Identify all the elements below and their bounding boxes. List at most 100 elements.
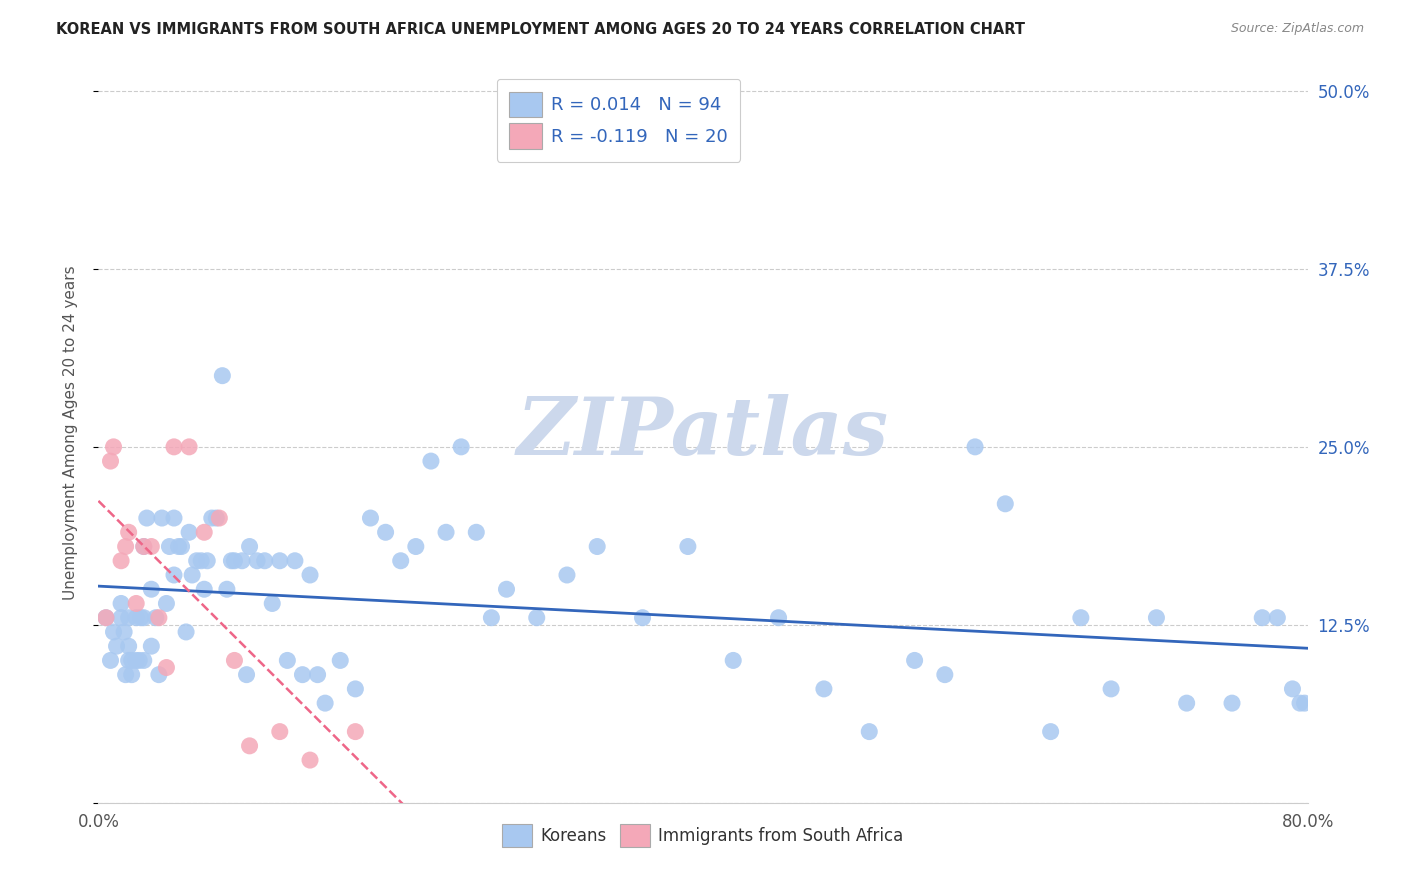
Point [118, 639, 141, 653]
Point [299, 568, 322, 582]
Point [125, 610, 148, 624]
Point [858, 724, 880, 739]
Point [813, 681, 835, 696]
Point [1175, 696, 1198, 710]
Point [141, 639, 163, 653]
Point [205, 511, 228, 525]
Point [1070, 610, 1092, 624]
Point [159, 540, 181, 554]
Point [344, 681, 367, 696]
Point [132, 610, 155, 624]
Point [163, 568, 186, 582]
Point [114, 667, 136, 681]
Point [167, 540, 190, 554]
Point [145, 610, 167, 624]
Point [132, 653, 155, 667]
Point [269, 554, 291, 568]
Point [148, 667, 170, 681]
Text: ZIPatlas: ZIPatlas [517, 394, 889, 471]
Point [174, 624, 197, 639]
Point [128, 653, 150, 667]
Point [1294, 696, 1316, 710]
Point [1251, 610, 1274, 624]
Point [141, 582, 163, 597]
Point [135, 511, 157, 525]
Point [314, 696, 336, 710]
Point [768, 610, 790, 624]
Point [284, 554, 307, 568]
Point [181, 568, 204, 582]
Point [262, 597, 284, 611]
Point [179, 440, 201, 454]
Point [193, 525, 215, 540]
Point [121, 653, 143, 667]
Point [221, 554, 243, 568]
Point [125, 597, 148, 611]
Point [224, 554, 246, 568]
Point [110, 610, 132, 624]
Point [555, 568, 578, 582]
Point [100, 454, 122, 468]
Point [526, 610, 548, 624]
Point [148, 610, 170, 624]
Point [100, 653, 122, 667]
Point [1289, 696, 1312, 710]
Point [1220, 696, 1243, 710]
Point [208, 511, 231, 525]
Point [132, 540, 155, 554]
Point [155, 660, 177, 674]
Point [723, 653, 745, 667]
Point [904, 653, 927, 667]
Point [112, 624, 135, 639]
Point [276, 653, 298, 667]
Point [420, 454, 443, 468]
Point [110, 554, 132, 568]
Point [150, 511, 173, 525]
Legend: Koreans, Immigrants from South Africa: Koreans, Immigrants from South Africa [492, 814, 914, 857]
Point [676, 540, 699, 554]
Point [994, 497, 1017, 511]
Point [105, 639, 128, 653]
Point [190, 554, 212, 568]
Point [246, 554, 269, 568]
Point [1267, 610, 1289, 624]
Point [239, 739, 262, 753]
Point [155, 597, 177, 611]
Point [163, 440, 186, 454]
Point [118, 610, 141, 624]
Point [465, 525, 488, 540]
Point [481, 610, 503, 624]
Point [118, 525, 141, 540]
Point [586, 540, 609, 554]
Point [195, 554, 218, 568]
Point [434, 525, 457, 540]
Point [307, 667, 329, 681]
Point [121, 667, 143, 681]
Point [94, 610, 117, 624]
Point [118, 653, 141, 667]
Point [186, 554, 208, 568]
Point [965, 440, 987, 454]
Point [1099, 681, 1122, 696]
Y-axis label: Unemployment Among Ages 20 to 24 years: Unemployment Among Ages 20 to 24 years [63, 265, 77, 600]
Point [405, 540, 427, 554]
Point [110, 597, 132, 611]
Point [450, 440, 472, 454]
Point [344, 724, 367, 739]
Point [141, 540, 163, 554]
Point [329, 653, 352, 667]
Point [1144, 610, 1167, 624]
Point [201, 511, 224, 525]
Point [211, 368, 233, 383]
Point [360, 511, 382, 525]
Point [299, 753, 322, 767]
Point [495, 582, 517, 597]
Point [1281, 681, 1303, 696]
Text: Source: ZipAtlas.com: Source: ZipAtlas.com [1230, 22, 1364, 36]
Point [239, 540, 262, 554]
Point [103, 624, 125, 639]
Point [114, 540, 136, 554]
Point [1039, 724, 1062, 739]
Point [269, 724, 291, 739]
Point [193, 582, 215, 597]
